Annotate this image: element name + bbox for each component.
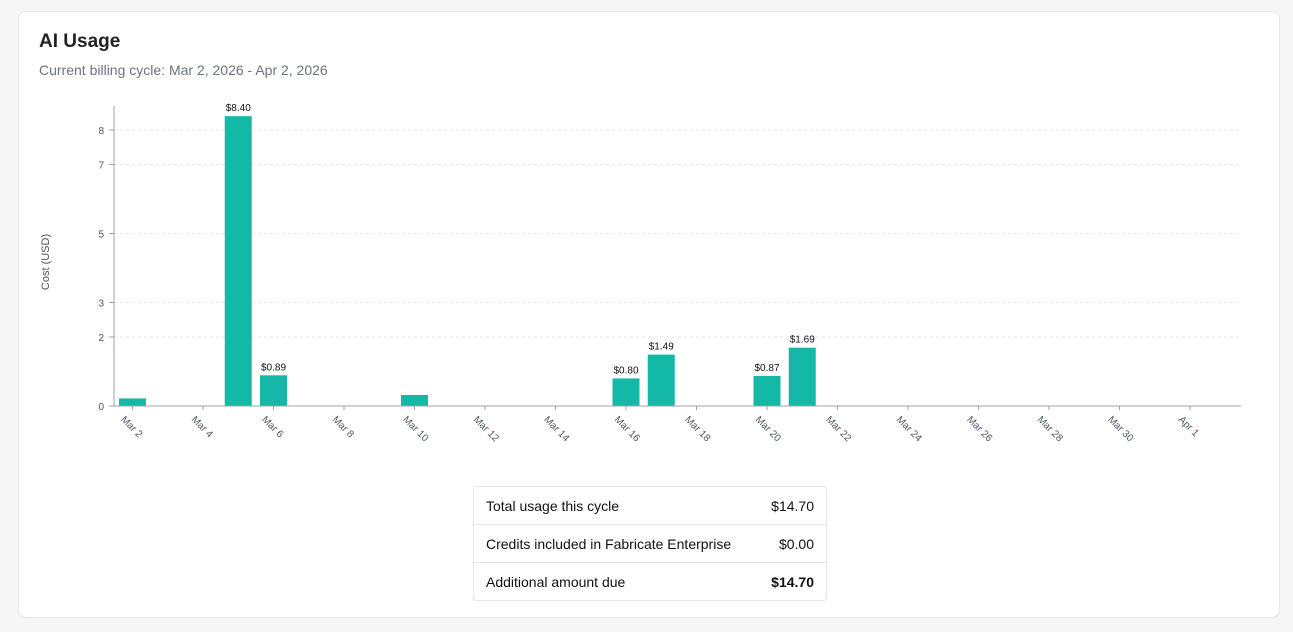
y-tick-label: 5 xyxy=(98,230,104,241)
bar xyxy=(788,347,816,406)
y-tick-label: 7 xyxy=(98,161,104,172)
summary-value: $14.70 xyxy=(771,497,814,514)
bar xyxy=(401,394,428,406)
bar xyxy=(119,398,146,406)
billing-cycle-subtitle: Current billing cycle: Mar 2, 2026 - Apr… xyxy=(39,62,328,78)
data-label: $8.40 xyxy=(226,103,251,114)
x-tick-label: Mar 10 xyxy=(400,414,430,444)
ai-usage-card: AI Usage Current billing cycle: Mar 2, 2… xyxy=(18,11,1280,618)
y-tick-label: 8 xyxy=(98,126,104,137)
bar xyxy=(647,354,675,406)
summary-value: $14.70 xyxy=(771,573,814,590)
data-label: $0.80 xyxy=(613,365,638,376)
page-title: AI Usage xyxy=(39,31,121,52)
x-tick-label: Mar 26 xyxy=(964,414,994,444)
x-tick-label: Mar 24 xyxy=(894,414,924,444)
summary-label: Total usage this cycle xyxy=(486,497,620,514)
x-tick-label: Mar 8 xyxy=(330,414,356,440)
data-label: $1.69 xyxy=(790,335,815,346)
x-tick-label: Mar 18 xyxy=(682,414,712,444)
x-tick-label: Mar 2 xyxy=(118,414,144,440)
summary-label: Additional amount due xyxy=(486,573,626,590)
x-tick-label: Mar 12 xyxy=(471,414,501,444)
bar xyxy=(260,375,287,406)
usage-summary-table: Total usage this cycle $14.70 Credits in… xyxy=(473,486,827,601)
y-tick-label: 2 xyxy=(98,333,104,344)
data-label: $0.87 xyxy=(754,363,779,374)
x-tick-label: Mar 22 xyxy=(823,414,853,444)
y-tick-label: 0 xyxy=(98,402,104,413)
x-tick-label: Mar 4 xyxy=(189,414,215,440)
x-tick-label: Mar 16 xyxy=(612,414,642,444)
x-tick-label: Apr 1 xyxy=(1176,414,1201,439)
summary-row-amount-due: Additional amount due $14.70 xyxy=(474,563,826,600)
x-tick-label: Mar 6 xyxy=(259,414,285,440)
x-tick-label: Mar 20 xyxy=(753,414,783,444)
data-label: $1.49 xyxy=(649,342,674,353)
bar xyxy=(224,116,252,406)
bar xyxy=(753,375,781,406)
summary-row-credits: Credits included in Fabricate Enterprise… xyxy=(474,525,826,563)
data-label: $0.89 xyxy=(261,362,286,373)
y-axis-label: Cost (USD) xyxy=(40,234,52,290)
y-tick-label: 3 xyxy=(98,299,104,310)
summary-label: Credits included in Fabricate Enterprise xyxy=(486,535,732,552)
x-tick-label: Mar 28 xyxy=(1035,414,1065,444)
bar xyxy=(612,378,640,406)
x-tick-label: Mar 14 xyxy=(541,414,571,444)
summary-value: $0.00 xyxy=(778,535,814,552)
usage-bar-chart: 0 2 3 5 7 8 Cost (USD) $8.40 $0.89 $0.80 $1.49 $0.8… xyxy=(40,103,1241,444)
summary-row-total: Total usage this cycle $14.70 xyxy=(474,487,826,525)
x-tick-label: Mar 30 xyxy=(1105,414,1135,444)
